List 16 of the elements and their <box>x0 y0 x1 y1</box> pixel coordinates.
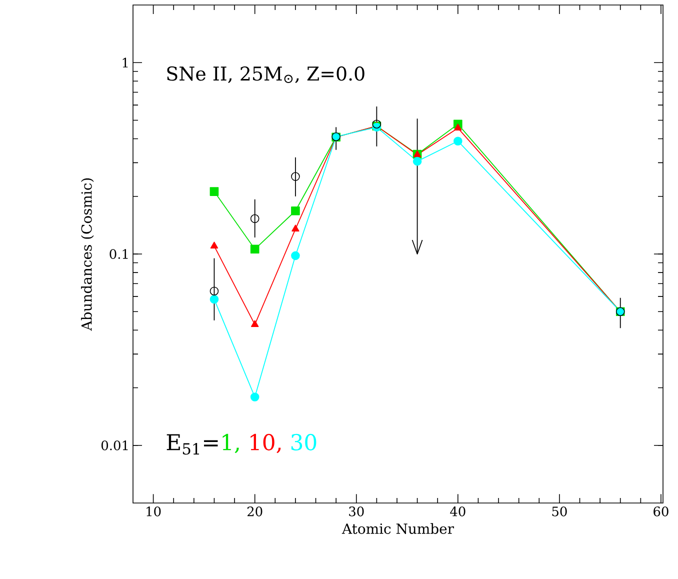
annotation: SNe II, 25M$_{⊙}$, Z=0.0 <box>167 66 364 84</box>
x-tick-label: 20 <box>247 506 262 516</box>
text: 30 <box>291 434 316 450</box>
x-axis-title: Atomic Number <box>342 523 454 534</box>
x-tick-label: 60 <box>654 506 668 516</box>
legend-title: E$_{51}$= <box>166 434 218 455</box>
y-tick-label: 0.1 <box>110 249 128 259</box>
text: 10, <box>250 434 281 454</box>
x-tick-label: 50 <box>552 506 567 516</box>
y-tick-label: 0.01 <box>102 440 128 450</box>
text: 1, <box>222 434 239 454</box>
y-tick-label: 1 <box>122 58 128 68</box>
x-tick-label: 10 <box>146 506 161 516</box>
x-tick-label: 30 <box>349 506 364 516</box>
y-axis-title: Abundances (Cosmic) <box>81 178 94 331</box>
x-tick-label: 40 <box>450 506 466 516</box>
